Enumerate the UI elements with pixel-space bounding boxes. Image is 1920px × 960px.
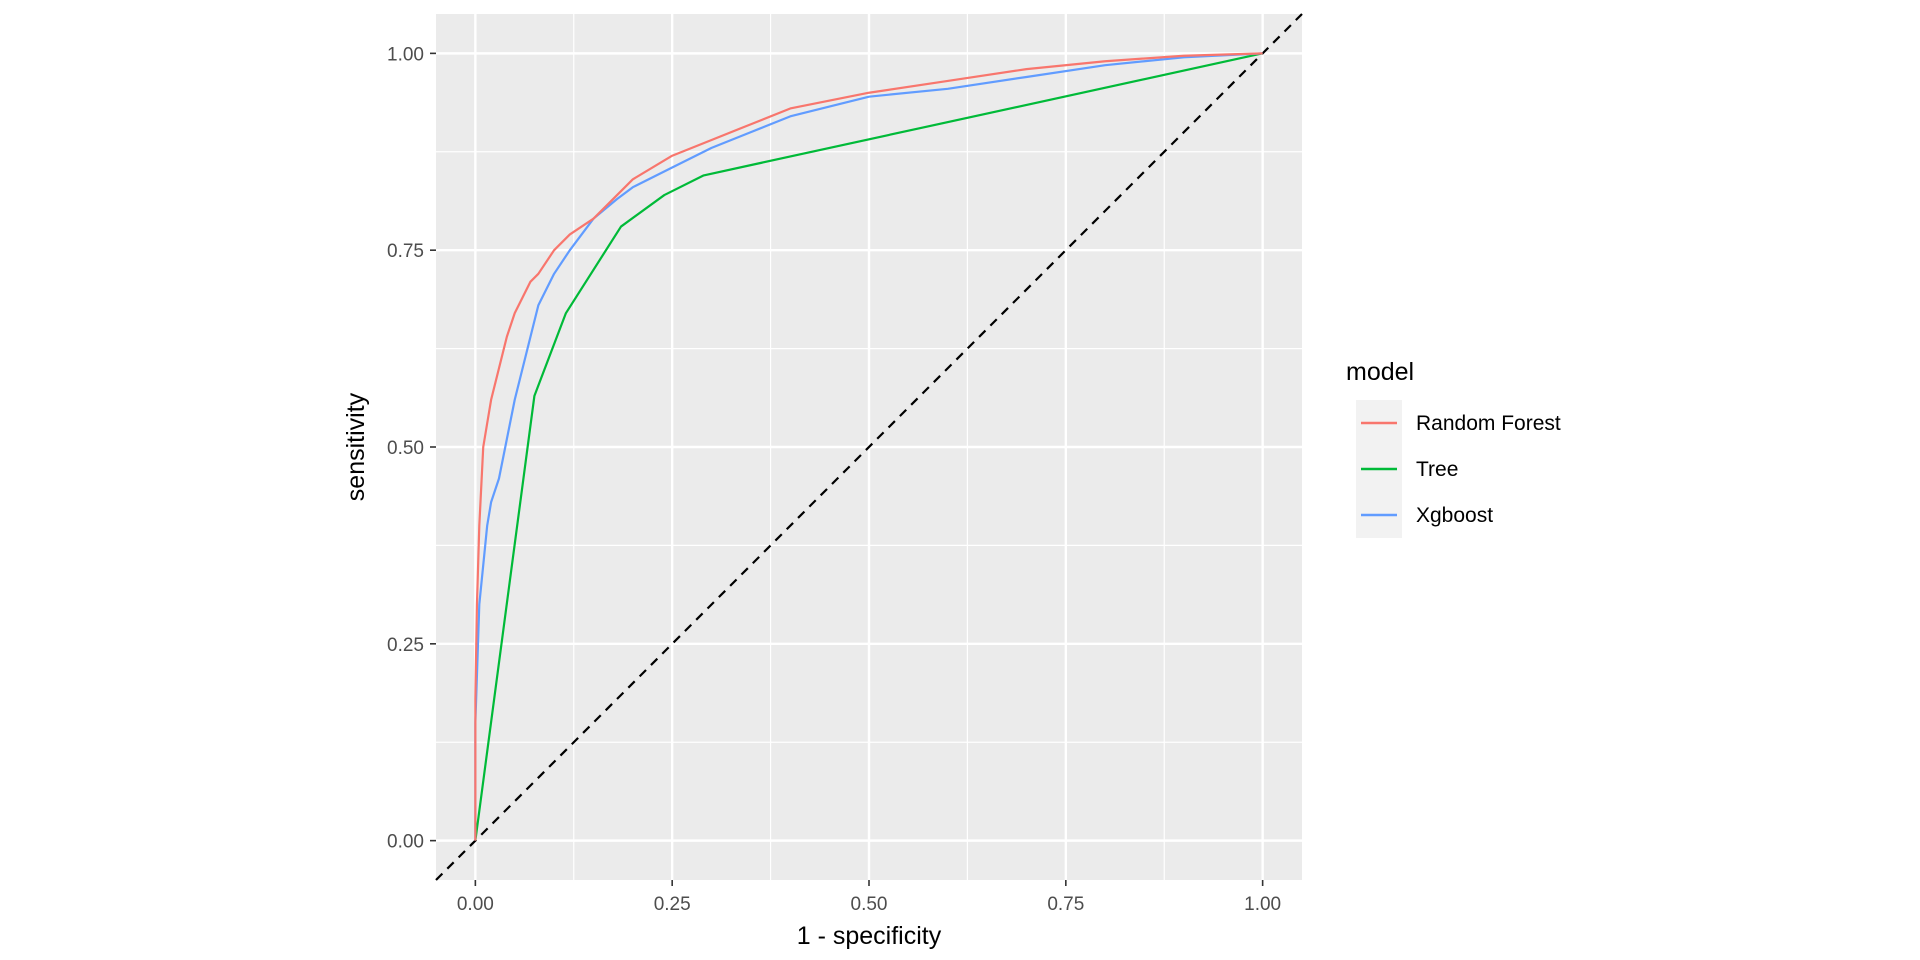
series-line-tree (474, 52, 1263, 841)
series-line-xgboost (474, 52, 1263, 841)
x-axis-title: 1 - specificity (797, 922, 942, 950)
y-tick-label: 0.25 (387, 635, 424, 656)
x-tick-label: 0.75 (1047, 894, 1084, 915)
x-tick-label: 0.00 (457, 894, 494, 915)
legend-label: Xgboost (1416, 504, 1493, 527)
roc-curves (474, 52, 1263, 841)
y-tick-label: 0.75 (387, 241, 424, 262)
y-axis-title: sensitivity (342, 392, 370, 501)
legend-title: model (1346, 358, 1414, 386)
legend-label: Random Forest (1416, 412, 1561, 435)
y-tick-label: 1.00 (387, 44, 424, 65)
legend-label: Tree (1416, 458, 1458, 481)
y-tick-label: 0.00 (387, 832, 424, 853)
reference-diagonal (435, 13, 1303, 881)
diagonal-reference-line (435, 13, 1303, 881)
y-tick-label: 0.50 (387, 438, 424, 459)
x-tick-label: 0.50 (851, 894, 888, 915)
x-axis: 0.00 0.25 0.50 0.75 1.00 (457, 880, 1281, 915)
series-line-random-forest (474, 52, 1263, 841)
legend: model Random Forest Tree Xgboost (1346, 358, 1561, 538)
y-axis: 0.00 0.25 0.50 0.75 1.00 (387, 44, 436, 853)
x-tick-label: 1.00 (1244, 894, 1281, 915)
x-tick-label: 0.25 (654, 894, 691, 915)
